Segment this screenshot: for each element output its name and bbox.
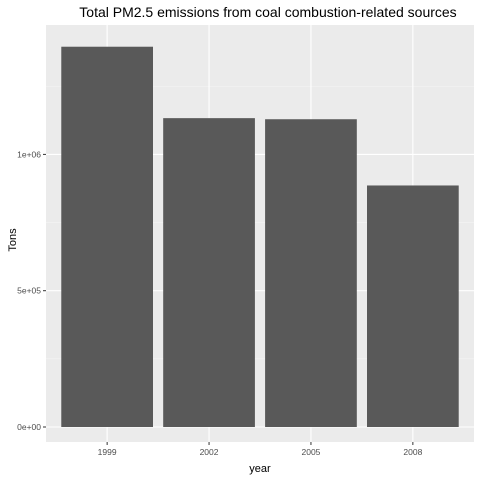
y-axis-ticks: 0e+00 5e+05 1e+06 bbox=[17, 149, 46, 432]
chart-title: Total PM2.5 emissions from coal combusti… bbox=[79, 4, 456, 20]
y-axis-title: Tons bbox=[7, 228, 19, 252]
bars bbox=[61, 46, 459, 427]
y-tick-label: 1e+06 bbox=[17, 149, 41, 159]
y-tick-label: 0e+00 bbox=[17, 422, 41, 432]
bar-2005 bbox=[265, 119, 357, 427]
x-tick-label: 2008 bbox=[403, 447, 422, 457]
bar-2002 bbox=[163, 118, 255, 427]
x-axis-title: year bbox=[249, 463, 271, 475]
y-tick-label: 5e+05 bbox=[17, 286, 41, 296]
x-tick-label: 2002 bbox=[200, 447, 219, 457]
x-axis-ticks: 1999 2002 2005 2008 bbox=[98, 442, 423, 457]
bar-2008 bbox=[367, 185, 459, 427]
x-tick-label: 2005 bbox=[301, 447, 320, 457]
bar-1999 bbox=[61, 46, 153, 427]
x-tick-label: 1999 bbox=[98, 447, 117, 457]
